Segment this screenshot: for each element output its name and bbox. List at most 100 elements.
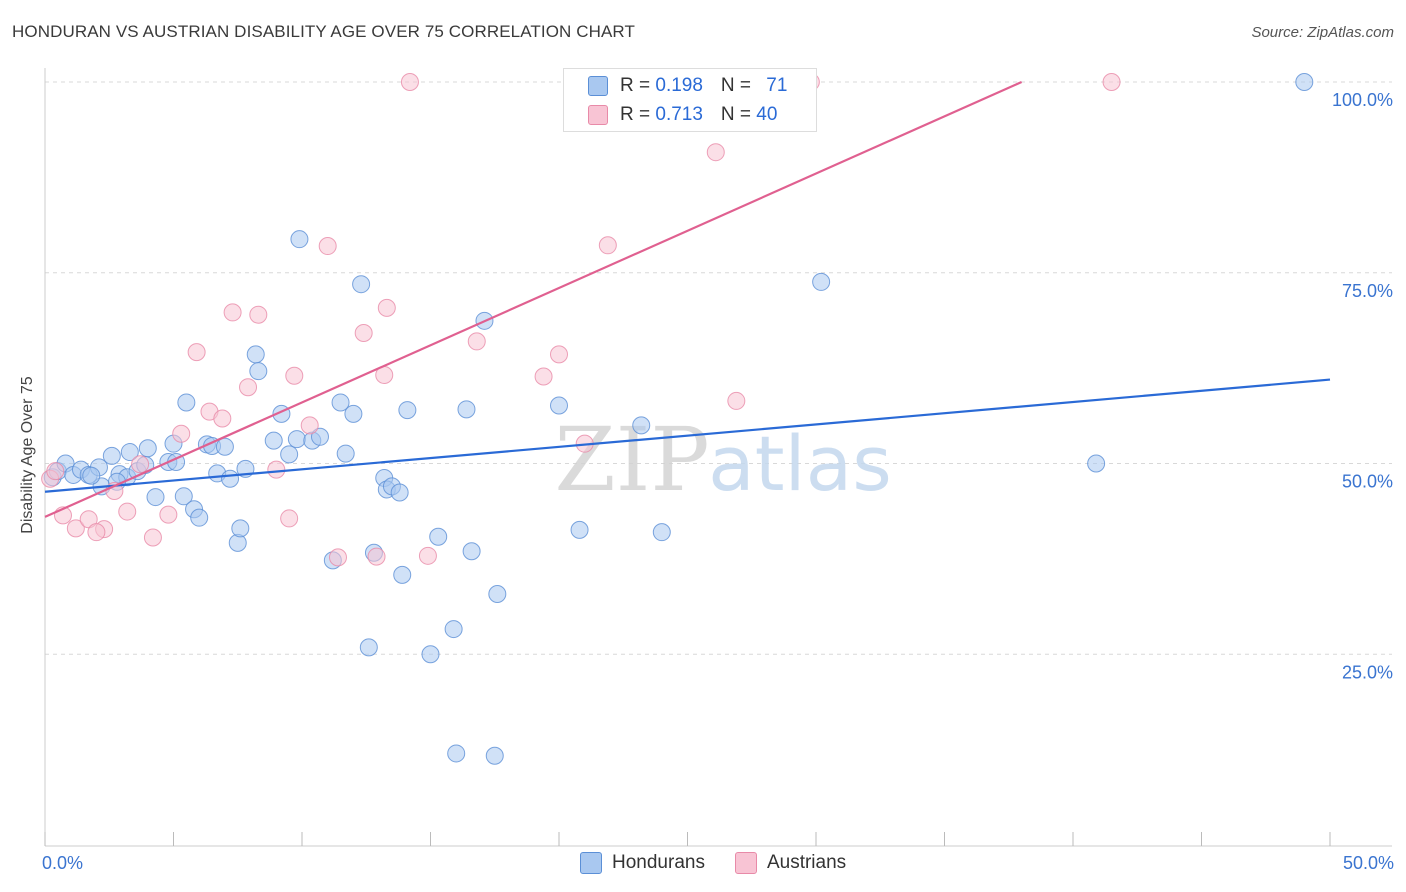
austrian-point-23 <box>354 324 373 343</box>
honduran-point-29 <box>231 519 250 538</box>
honduran-point-54 <box>444 620 463 639</box>
austrian-point-24 <box>367 547 386 566</box>
honduran-point-64 <box>652 523 671 542</box>
honduran-point-36 <box>287 430 306 449</box>
honduran-point-22 <box>190 508 209 527</box>
austrian-point-15 <box>239 378 258 397</box>
honduran-point-59 <box>485 746 504 765</box>
austrians-legend-label: Austrians <box>766 852 847 873</box>
austrian-trend-line <box>44 80 1023 518</box>
austrian-point-35 <box>727 391 746 410</box>
honduran-point-56 <box>457 400 476 419</box>
austrian-point-31 <box>550 345 568 364</box>
y-axis-label: Disability Age Over 75 <box>19 376 36 534</box>
stats-legend: R = 0.198 N = 71 R = 0.713 N = 40 <box>563 68 817 132</box>
honduran-point-65 <box>812 272 831 291</box>
austrian-point-18 <box>280 509 299 528</box>
honduran-point-67 <box>1295 73 1314 91</box>
honduran-point-61 <box>550 396 568 415</box>
honduran-point-8 <box>102 446 121 465</box>
austrian-point-2 <box>66 519 85 538</box>
austrians-legend-swatch <box>734 852 757 874</box>
honduran-point-35 <box>280 445 299 464</box>
honduran-point-51 <box>393 565 412 584</box>
y-tick-label-75: 75.0% <box>1342 281 1393 301</box>
austrian-point-37 <box>1102 73 1121 91</box>
source-label: Source: ZipAtlas.com <box>1251 24 1394 41</box>
austrian-point-17 <box>267 460 286 479</box>
honduran-point-27 <box>221 469 240 488</box>
honduran-point-20 <box>177 393 196 412</box>
honduran-trend-line <box>44 378 1331 493</box>
trend-lines <box>44 80 1331 518</box>
honduran-point-44 <box>352 275 371 294</box>
honduran-point-42 <box>336 444 355 463</box>
austrian-point-13 <box>213 409 232 428</box>
hondurans-legend-label: Hondurans <box>612 852 705 873</box>
austrian-point-19 <box>285 366 304 385</box>
austrian-point-20 <box>300 416 319 435</box>
legend-item-hondurans[interactable]: Hondurans <box>580 852 705 874</box>
honduran-point-26 <box>215 437 234 456</box>
honduran-point-11 <box>120 443 139 462</box>
honduran-point-31 <box>246 345 265 364</box>
honduran-point-52 <box>398 401 417 420</box>
austrian-point-21 <box>318 237 337 256</box>
austrian-point-8 <box>143 528 162 547</box>
austrian-point-9 <box>159 505 178 524</box>
austrian-point-22 <box>328 548 347 567</box>
honduran-point-57 <box>462 542 481 561</box>
hondurans-swatch <box>588 76 608 96</box>
tick-labels: 25.0% 50.0% 75.0% 100.0% 0.0% 50.0% <box>42 90 1394 873</box>
y-tick-label-25: 25.0% <box>1342 662 1393 682</box>
austrian-point-7 <box>131 455 150 474</box>
gridlines <box>45 81 1392 655</box>
austrian-point-28 <box>418 546 437 565</box>
honduran-point-19 <box>174 487 193 506</box>
legend-item-austrians[interactable]: Austrians <box>734 852 847 874</box>
austrians-n-value: 40 <box>756 104 778 125</box>
austrian-point-38 <box>46 462 65 481</box>
honduran-point-32 <box>249 362 268 381</box>
y-tick-label-100: 100.0% <box>1332 90 1393 110</box>
hondurans-n-value: 71 <box>766 75 788 96</box>
honduran-point-63 <box>632 416 651 435</box>
axes <box>44 68 1392 847</box>
austrians-n-label: N = <box>720 104 757 125</box>
honduran-point-41 <box>331 393 350 412</box>
honduran-point-68 <box>82 466 101 485</box>
austrian-point-29 <box>467 332 486 351</box>
honduran-point-60 <box>488 584 507 603</box>
honduran-point-39 <box>310 427 329 446</box>
x-tick-label-max: 50.0% <box>1343 853 1394 873</box>
hondurans-r-label: R = <box>620 75 656 96</box>
x-tick-label-min: 0.0% <box>42 853 83 873</box>
chart-title: HONDURAN VS AUSTRIAN DISABILITY AGE OVER… <box>12 22 635 41</box>
austrians-r-value: 0.713 <box>655 104 703 125</box>
honduran-point-53 <box>429 527 448 546</box>
austrian-point-30 <box>534 367 553 386</box>
honduran-point-45 <box>359 638 378 657</box>
honduran-point-50 <box>390 483 409 502</box>
austrians-swatch <box>588 105 608 125</box>
austrian-point-10 <box>172 424 191 443</box>
honduran-point-62 <box>570 520 589 539</box>
honduran-point-70 <box>421 645 440 664</box>
austrian-point-26 <box>377 298 396 317</box>
austrian-point-27 <box>400 73 419 91</box>
honduran-point-33 <box>264 431 283 450</box>
legend-row-hondurans: R = 0.198 N = 71 <box>564 71 787 101</box>
austrian-point-6 <box>118 502 137 521</box>
austrians-r-label: R = <box>620 104 656 125</box>
austrian-point-33 <box>598 236 617 255</box>
austrian-point-16 <box>249 305 268 324</box>
watermark-atlas: atlas <box>708 419 892 508</box>
honduran-point-43 <box>344 404 363 423</box>
honduran-point-55 <box>447 744 466 763</box>
hondurans-n-label: N = <box>720 75 757 96</box>
series-legend: Hondurans Austrians <box>580 852 876 874</box>
legend-row-austrians: R = 0.713 N = 40 <box>564 100 777 130</box>
honduran-point-15 <box>146 488 165 507</box>
